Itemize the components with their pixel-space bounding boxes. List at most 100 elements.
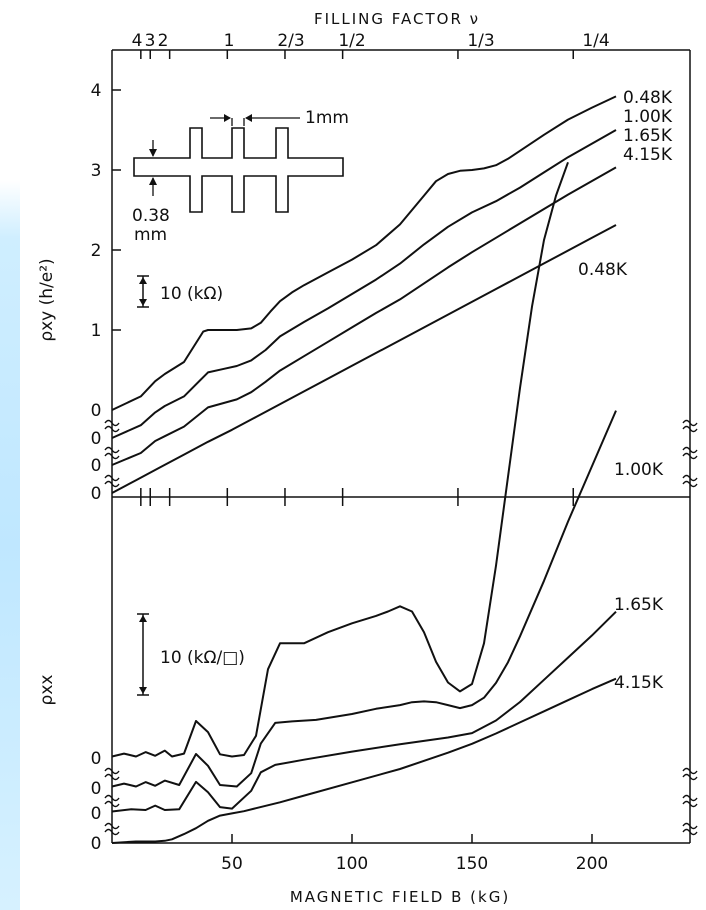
axis-break-right-xy-2-wave-2 (682, 480, 698, 488)
axis-break-left-xx-0-wave-2 (104, 773, 120, 781)
axis-break-left-xy-2-wave-1 (104, 474, 120, 482)
rho-xy-zero-label-0: 0 (91, 401, 102, 421)
axis-break-left-xx-1 (104, 794, 120, 808)
axis-break-right-xx-0 (682, 767, 698, 781)
rho-xy-series-line-0 (111, 95, 617, 411)
axis-break-left-xx-0 (104, 767, 120, 781)
axis-break-right-xx-0-wave-1 (682, 767, 698, 775)
rho-xx-zero-label-3: 0 (91, 834, 102, 854)
rho-xx-series-label-3: 4.15K (614, 673, 664, 693)
inset-dimension-top: 1mm (305, 108, 349, 128)
axis-break-left-xx-2 (104, 822, 120, 836)
top-axis-title: FILLING FACTOR ν (314, 10, 480, 28)
sample-geometry-inset (133, 114, 344, 213)
rho-xx-series-label-1: 1.00K (614, 460, 664, 480)
series-layer (111, 95, 617, 844)
x-tick-label-1: 100 (336, 854, 368, 874)
rho-xx-series-label-0: 0.48K (578, 260, 628, 280)
plot-frame (104, 49, 698, 844)
x-tick-label-3: 200 (576, 854, 608, 874)
axis-break-right-xx-2-wave-1 (682, 822, 698, 830)
axis-break-right-xx-1 (682, 794, 698, 808)
axis-break-left-xy-2-wave-2 (104, 480, 120, 488)
axis-break-right-xy-1-wave-2 (682, 452, 698, 460)
top-tick-label-3: 1 (224, 31, 235, 51)
x-tick-label-0: 50 (221, 854, 243, 874)
top-tick-label-5: 1/2 (338, 31, 365, 51)
axis-break-right-xy-1 (682, 446, 698, 460)
axis-break-right-xy-0-wave-1 (682, 419, 698, 427)
rho-xy-series-label-1: 1.00K (623, 107, 673, 127)
axis-break-right-xx-2 (682, 822, 698, 836)
axis-break-right-xy-2-wave-1 (682, 474, 698, 482)
top-tick-label-7: 1/4 (582, 31, 609, 51)
rho-xx-series-line-1 (111, 410, 617, 788)
top-tick-label-2: 2 (158, 31, 169, 51)
top-tick-label-6: 1/3 (467, 31, 494, 51)
rho-xx-series-line-0 (111, 161, 569, 758)
rho-xy-tick-label-1: 2 (91, 241, 102, 261)
rho-xy-scale-bar (137, 275, 149, 308)
rho-xx-scale-bar (137, 613, 149, 696)
axis-break-right-xy-0 (682, 419, 698, 433)
x-tick-label-2: 150 (456, 854, 488, 874)
axis-break-left-xx-0-wave-1 (104, 767, 120, 775)
rho-xy-series-label-2: 1.65K (623, 126, 673, 146)
rho-xx-series-label-2: 1.65K (614, 595, 664, 615)
axis-break-right-xx-1-wave-2 (682, 800, 698, 808)
rho-xy-tick-label-3: 4 (91, 81, 102, 101)
top-tick-label-4: 2/3 (277, 31, 304, 51)
axis-break-right-xx-1-wave-1 (682, 794, 698, 802)
rho-xx-axis-label: ρxx (37, 675, 57, 706)
rho-xx-scale-bar-arrow-down (139, 687, 147, 694)
axis-break-left-xy-1-wave-1 (104, 446, 120, 454)
rho-xy-zero-label-2: 0 (91, 456, 102, 476)
rho-xy-series-label-0: 0.48K (623, 88, 673, 108)
rho-xy-scale-bar-arrow-up (139, 277, 147, 284)
rho-xy-tick-label-0: 1 (91, 321, 102, 341)
rho-xy-series-line-2 (111, 166, 617, 466)
rho-xy-series-line-1 (111, 129, 617, 439)
axis-break-right-xx-0-wave-2 (682, 773, 698, 781)
axis-break-right-xy-2 (682, 474, 698, 488)
axis-break-left-xy-0-wave-2 (104, 425, 120, 433)
rho-xx-zero-label-2: 0 (91, 804, 102, 824)
rho-xx-series-line-2 (111, 610, 617, 813)
axis-break-left-xx-2-wave-1 (104, 822, 120, 830)
rho-xx-series-line-3 (111, 677, 617, 844)
hall-bar-outline (133, 127, 344, 213)
rho-xy-tick-label-2: 3 (91, 161, 102, 181)
top-tick-label-1: 3 (145, 31, 156, 51)
inset-dimension-left-unit: mm (134, 225, 167, 245)
dimension-arrowhead-left (224, 114, 231, 122)
axis-break-right-xy-1-wave-1 (682, 446, 698, 454)
thickness-arrowhead-top (149, 149, 157, 157)
axis-break-left-xx-2-wave-2 (104, 828, 120, 836)
rho-xy-axis-label: ρxy (h/e²) (37, 258, 57, 341)
x-axis-title: MAGNETIC FIELD B (kG) (290, 888, 510, 906)
rho-xx-scale-bar-label: 10 (kΩ/□) (160, 648, 245, 668)
ticks-layer (112, 50, 593, 843)
axis-break-left-xx-1-wave-1 (104, 794, 120, 802)
dimension-arrowhead-right (245, 114, 252, 122)
thickness-arrowhead-bottom (149, 177, 157, 185)
rho-xx-zero-label-1: 0 (91, 779, 102, 799)
axis-break-left-xy-0-wave-1 (104, 419, 120, 427)
top-tick-label-0: 4 (132, 31, 143, 51)
axis-break-right-xx-2-wave-2 (682, 828, 698, 836)
axis-break-left-xy-0 (104, 419, 120, 433)
axis-break-left-xx-1-wave-2 (104, 800, 120, 808)
rho-xx-zero-label-0: 0 (91, 749, 102, 769)
left-decorative-strip (0, 180, 20, 910)
axis-break-left-xy-1 (104, 446, 120, 460)
rho-xy-zero-label-3: 0 (91, 484, 102, 504)
rho-xy-series-line-3 (111, 224, 617, 494)
rho-xy-zero-label-1: 0 (91, 429, 102, 449)
rho-xy-scale-bar-label: 10 (kΩ) (160, 284, 223, 304)
inset-dimension-left-value: 0.38 (132, 206, 170, 226)
axis-break-left-xy-1-wave-2 (104, 452, 120, 460)
rho-xx-scale-bar-arrow-up (139, 615, 147, 622)
labels-layer: 4 3 2 1 2/3 1/2 1/3 1/450 100 150 200123400000000ρ… (37, 31, 673, 874)
axis-break-left-xy-2 (104, 474, 120, 488)
